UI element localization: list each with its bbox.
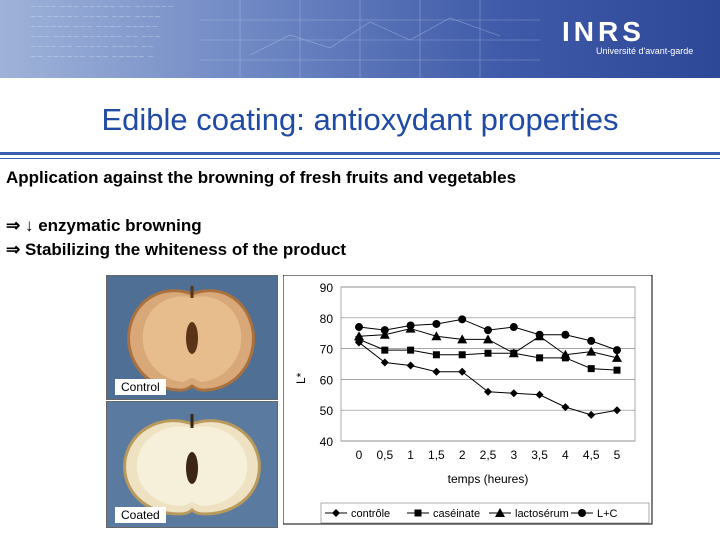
data-point-s1-9: [587, 365, 595, 373]
plot-area: [340, 286, 636, 442]
photo-control-apple: Control: [106, 275, 278, 400]
data-point-s2-4: [457, 334, 468, 344]
data-point-s3-5: [484, 326, 492, 335]
title-divider: [0, 152, 720, 155]
slide-subtitle: Application against the browning of fres…: [6, 168, 517, 187]
photo-coated-apple: Coated: [106, 401, 278, 528]
data-point-s3-2: [406, 321, 415, 330]
data-point-s2-1: [379, 329, 390, 339]
data-point-s0-5: [484, 387, 492, 396]
photo-caption-control: Control: [115, 379, 166, 395]
x-tick-label-10: 5: [614, 448, 621, 462]
data-point-s0-9: [587, 410, 596, 419]
x-tick-label-2: 1: [407, 448, 414, 462]
data-point-s0-8: [561, 403, 570, 412]
inrs-logo-tagline: Université d'avant-garde: [596, 46, 694, 56]
x-tick-label-3: 1,5: [428, 448, 445, 462]
x-tick-label-5: 2,5: [480, 448, 497, 462]
slide-title: Edible coating: antioxydant properties: [101, 102, 619, 137]
data-point-s1-2: [407, 346, 415, 354]
data-point-s2-8: [560, 349, 571, 359]
x-tick-label-4: 2: [459, 448, 466, 462]
data-point-s3-7: [535, 330, 544, 339]
data-point-s0-1: [380, 358, 389, 367]
y-tick-label-4: 80: [320, 312, 334, 326]
x-tick-label-1: 0,5: [376, 448, 393, 462]
inrs-logo: INRS: [562, 16, 645, 47]
banner-handwriting-texture: ~~~~ ~~~ ~~~~~ ~~ ~~~~~~ ~~ ~~~~~ ~~~~ ~~…: [30, 2, 175, 61]
legend-box: [320, 502, 650, 524]
x-tick-label-6: 3: [510, 448, 517, 462]
legend-label-2: lactosérum: [515, 508, 569, 520]
apple-white-icon: [123, 414, 261, 516]
y-tick-label-0: 40: [320, 435, 334, 449]
legend-marker-1: [414, 509, 422, 517]
data-point-s0-10: [613, 406, 621, 415]
data-point-s1-7: [536, 354, 544, 362]
data-point-s3-4: [458, 315, 467, 324]
banner-texture-lines: [200, 0, 540, 78]
data-point-s1-10: [613, 366, 621, 374]
apple-browned-icon: [127, 286, 255, 392]
y-axis-label: L*: [294, 372, 308, 384]
data-point-s0-2: [406, 361, 415, 370]
data-point-s2-6: [508, 348, 519, 358]
legend-label-1: caséinate: [433, 508, 480, 520]
legend-marker-0: [332, 509, 340, 517]
data-point-s2-9: [586, 346, 597, 356]
x-tick-label-9: 4,5: [583, 448, 600, 462]
chart-frame: [283, 275, 653, 525]
y-tick-label-3: 70: [320, 343, 334, 357]
data-point-s3-1: [380, 326, 389, 335]
legend-marker-2: [495, 508, 505, 517]
data-point-s3-3: [432, 319, 441, 328]
data-point-s1-4: [458, 351, 466, 359]
data-point-s3-0: [355, 323, 363, 332]
photo-caption-coated: Coated: [115, 507, 166, 523]
y-tick-label-1: 50: [320, 404, 334, 418]
data-point-s3-6: [509, 323, 518, 332]
x-tick-label-8: 4: [562, 448, 569, 462]
data-point-s2-3: [431, 331, 442, 341]
legend-label-3: L+C: [597, 508, 618, 520]
bullet-enzymatic-browning: ⇒ ↓ enzymatic browning: [6, 216, 202, 235]
y-tick-label-5: 90: [320, 281, 334, 295]
x-axis-label: temps (heures): [448, 472, 529, 486]
lightness-line-chart: 40 50 60 70 80 90 L* 0 0,5 1 1,5 2 2,5 3 3,5 4 4,5 5 temps…: [283, 275, 653, 525]
header-banner: ~~~~ ~~~ ~~~~~ ~~ ~~~~~~ ~~ ~~~~~ ~~~~ ~~…: [0, 0, 720, 78]
bullet-stabilizing-whiteness: ⇒ Stabilizing the whiteness of the produ…: [6, 240, 347, 259]
title-divider-thin: [0, 158, 720, 159]
data-point-s3-10: [613, 346, 621, 355]
legend-marker-3: [578, 509, 586, 517]
x-tick-label-0: 0: [356, 448, 363, 462]
data-point-s0-3: [432, 367, 441, 376]
data-point-s1-5: [484, 349, 492, 357]
data-point-s1-3: [432, 351, 440, 359]
data-point-s2-10: [612, 352, 622, 362]
data-point-s0-7: [535, 390, 544, 399]
data-point-s0-6: [509, 389, 518, 398]
data-point-s0-4: [458, 367, 467, 376]
data-point-s3-8: [561, 330, 570, 339]
data-point-s3-9: [587, 336, 596, 345]
x-tick-label-7: 3,5: [531, 448, 548, 462]
y-tick-label-2: 60: [320, 373, 334, 387]
data-point-s2-5: [483, 334, 493, 344]
data-point-s2-0: [354, 331, 364, 341]
legend-label-0: contrôle: [351, 508, 390, 520]
data-point-s1-1: [381, 346, 389, 354]
